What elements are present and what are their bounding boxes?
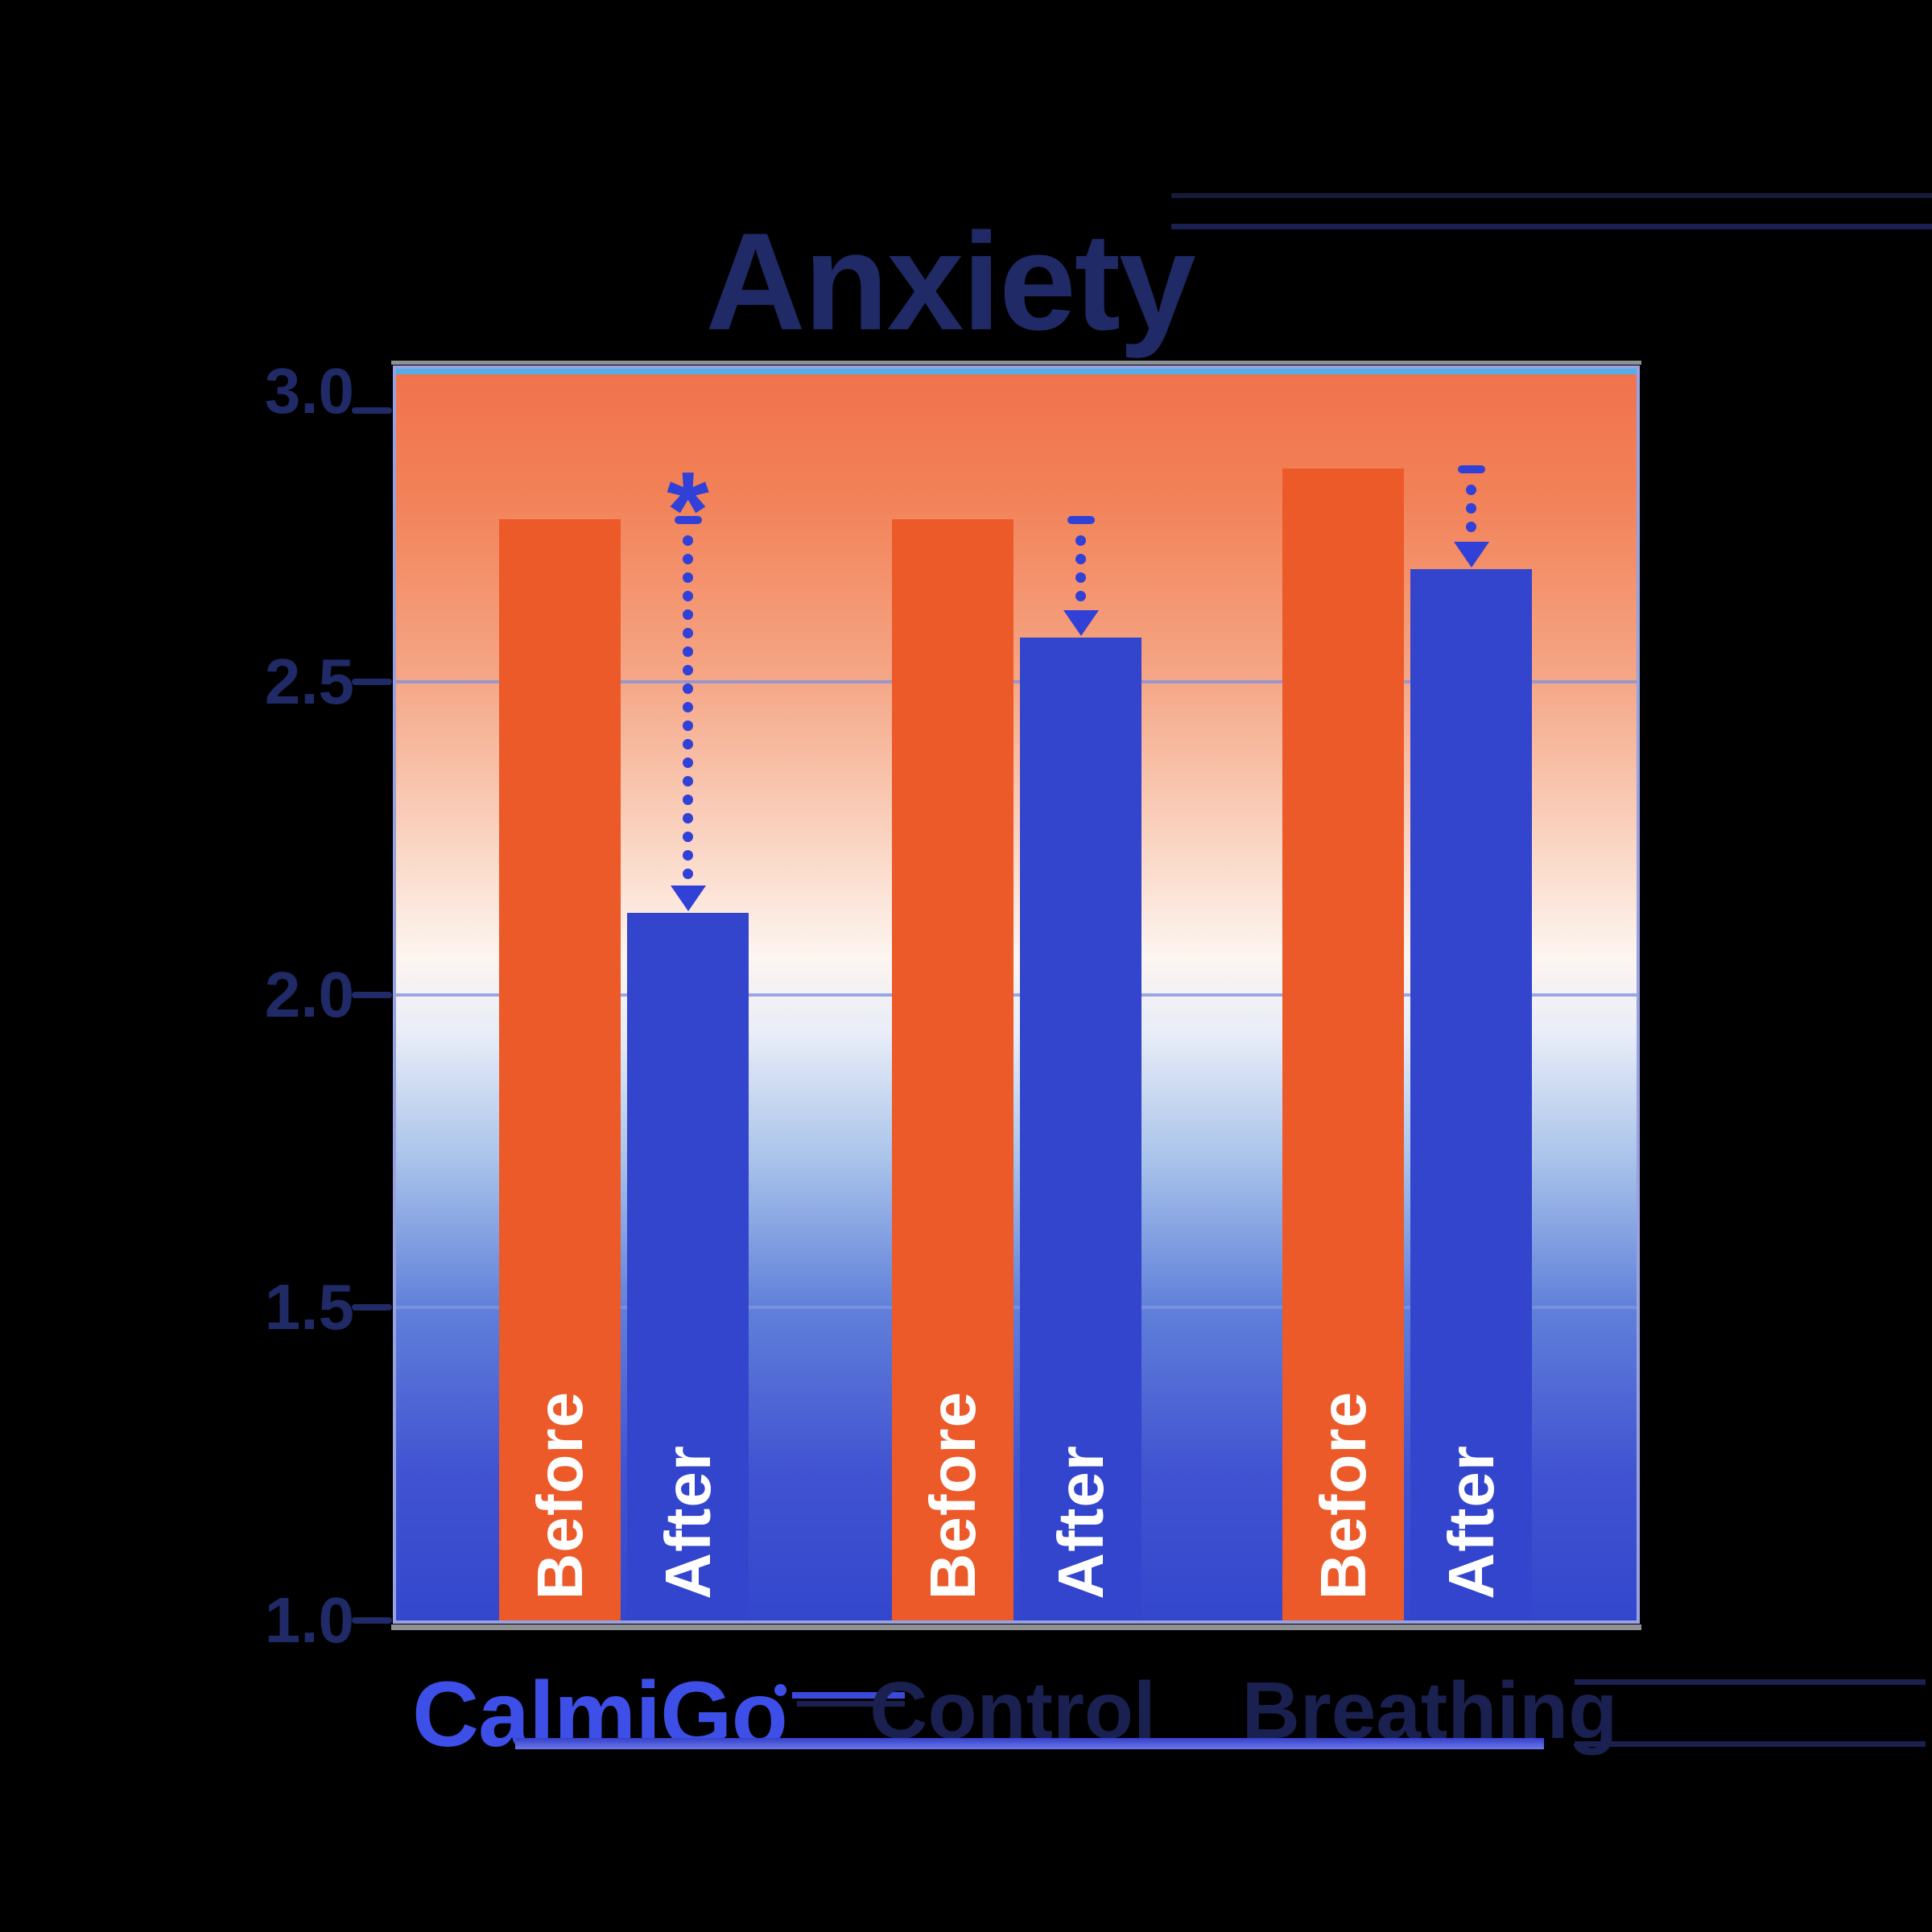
ytick-label-2.5: 2.5: [264, 645, 354, 717]
significance-arrow-dot: [683, 572, 693, 583]
plot-area: Before After * Before After Before After: [396, 369, 1637, 1620]
ytick-label-1.0: 1.0: [264, 1584, 354, 1656]
significance-arrow-dot: [683, 831, 693, 842]
significance-arrow-dot: [683, 627, 693, 638]
x-axis-rule: [515, 1738, 1544, 1749]
gridline-1.5: [396, 1306, 1637, 1310]
gridline-2.5: [396, 679, 1637, 683]
significance-arrow-dot: [683, 609, 693, 620]
plot-shadow-top: [391, 361, 1641, 365]
significance-arrow-cap-breathing: [1457, 465, 1485, 474]
plot-top-accent: [396, 369, 1637, 374]
chart-title: Anxiety: [705, 204, 1195, 360]
bar-before-breathing: Before: [1282, 469, 1404, 1620]
significance-arrow-dot: [683, 868, 693, 879]
x-label-calmigo-logo: CalmiGo: [412, 1663, 788, 1766]
bar-after-calmigo: After: [627, 913, 749, 1620]
significance-arrow-dot: [683, 664, 693, 675]
bar-label-after-control: After: [1044, 1445, 1117, 1600]
title-rule-upper: [1171, 193, 1932, 198]
significance-arrow-dot: [683, 646, 693, 657]
bar-label-before-calmigo: Before: [523, 1390, 596, 1600]
right-rule-upper: [1575, 1679, 1926, 1685]
registered-mark-icon: [774, 1684, 786, 1696]
significance-arrow-dot: [683, 794, 693, 805]
bar-after-breathing: After: [1410, 568, 1532, 1620]
bar-label-after-breathing: After: [1435, 1445, 1507, 1600]
significance-arrow-cap-calmigo: [674, 515, 702, 524]
gridline-2: [396, 993, 1637, 997]
significance-arrow-dot: [1075, 590, 1086, 601]
ytick-dash-2.0: [352, 991, 392, 998]
leader-line-blue: [792, 1692, 905, 1699]
significance-arrow-dot: [1075, 535, 1086, 546]
significance-arrow-dot: [1075, 572, 1086, 583]
ytick-dash-2.5: [352, 678, 392, 685]
bar-after-control: After: [1020, 638, 1141, 1620]
ytick-label-2.0: 2.0: [264, 958, 354, 1030]
ytick-dash-1.0: [352, 1617, 392, 1624]
bar-label-before-control: Before: [916, 1390, 989, 1600]
ytick-label-1.5: 1.5: [264, 1271, 354, 1344]
plot-shadow-bottom: [391, 1624, 1641, 1630]
ytick-label-3.0: 3.0: [264, 355, 354, 427]
significance-arrow-dot: [683, 757, 693, 768]
significance-arrow-dot: [683, 720, 693, 731]
significance-arrow-dot: [683, 849, 693, 861]
significance-arrow-dot: [1075, 553, 1086, 564]
significance-arrow-dot: [683, 553, 693, 564]
significance-arrow-dot: [683, 701, 693, 712]
significance-arrow-dot: [683, 683, 693, 694]
significance-arrow-dot: [683, 738, 693, 749]
significance-arrow-dot: [683, 775, 693, 786]
significance-arrow-cap-control: [1067, 515, 1095, 524]
bar-label-before-breathing: Before: [1307, 1390, 1379, 1600]
significance-arrow-dot: [683, 535, 693, 546]
title-rule-lower: [1171, 224, 1932, 229]
leader-line-navy: [797, 1701, 905, 1707]
significance-arrow-dot: [1466, 503, 1476, 514]
significance-arrow-dot: [1466, 522, 1476, 533]
bar-label-after-calmigo: After: [651, 1445, 724, 1600]
ytick-dash-3.0: [352, 407, 392, 414]
significance-arrow-dot: [683, 590, 693, 601]
significance-arrow-dot: [1466, 485, 1476, 496]
significance-arrow-head-breathing: [1453, 541, 1489, 568]
right-rule-lower: [1575, 1741, 1926, 1747]
significance-arrow-head-calmigo: [670, 886, 706, 912]
bar-before-calmigo: Before: [499, 518, 621, 1620]
ytick-dash-1.5: [352, 1304, 392, 1311]
significance-arrow-dot: [683, 812, 693, 824]
significance-arrow-head-control: [1063, 610, 1099, 637]
bar-before-control: Before: [892, 518, 1013, 1620]
significance-asterisk-calmigo: *: [667, 448, 709, 571]
